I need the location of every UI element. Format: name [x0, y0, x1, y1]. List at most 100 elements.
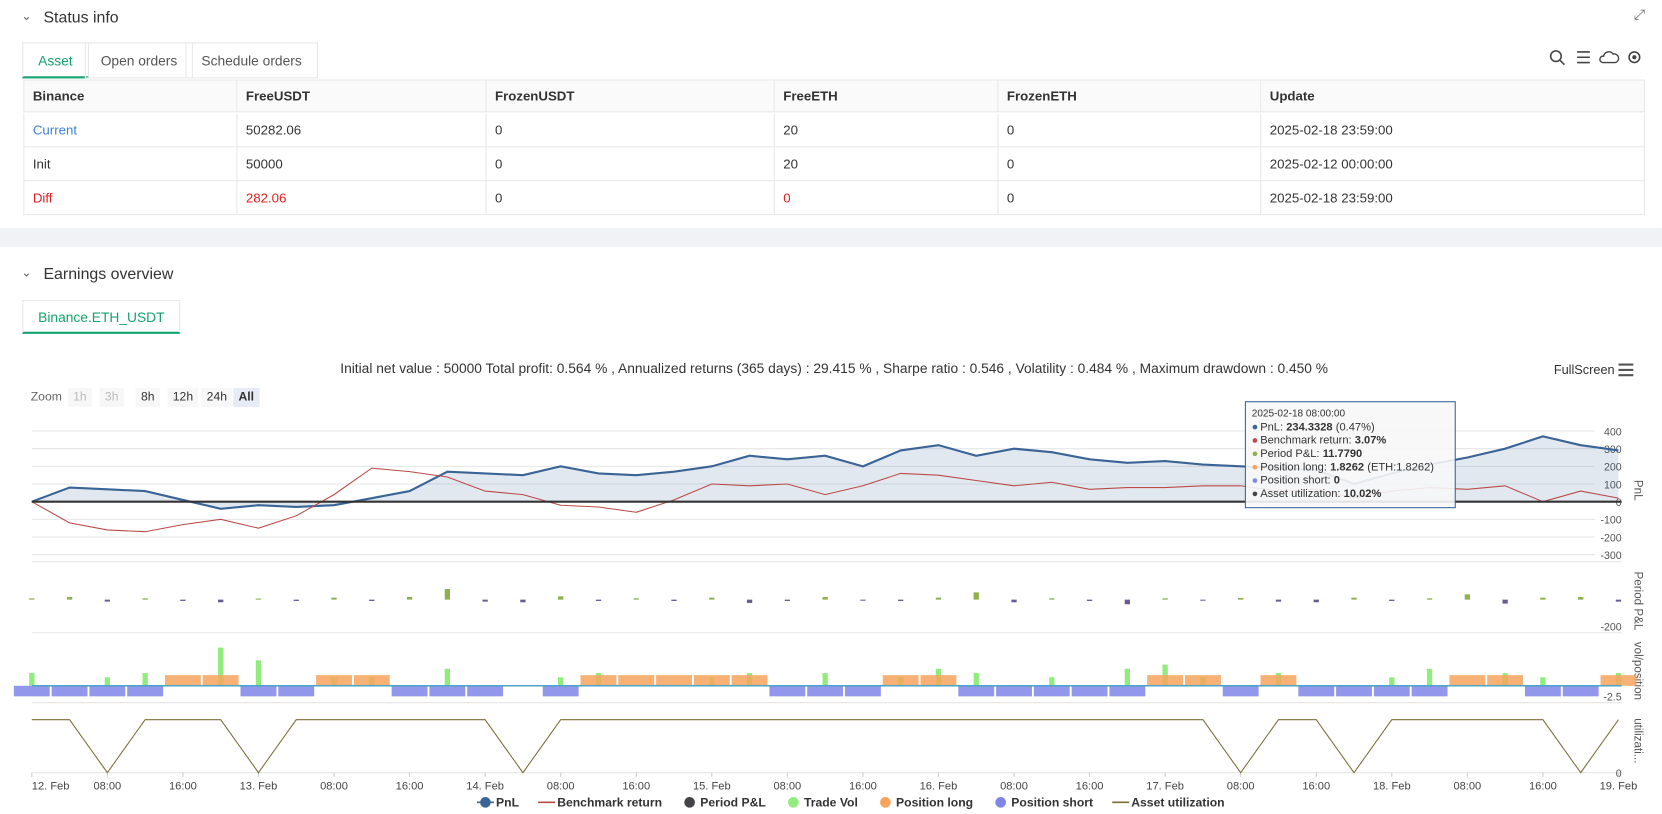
table-cell: 0 — [486, 181, 775, 216]
bar — [255, 660, 262, 686]
tooltip-dot — [1252, 464, 1258, 470]
tooltip-suffix: (ETH:1.8262) — [1367, 461, 1434, 473]
bar — [1200, 599, 1206, 601]
bar — [255, 598, 262, 600]
x-tick-label: 16:00 — [1529, 781, 1557, 793]
legend-item: Trade Vol — [788, 796, 858, 810]
bar — [240, 685, 277, 697]
tooltip-dot — [1252, 424, 1258, 430]
toolbar-icons[interactable] — [1547, 48, 1648, 69]
legend-symbol — [788, 797, 799, 808]
summary: Initial net value : 50000 Total profit: … — [340, 360, 1329, 377]
bar — [29, 598, 35, 600]
bar — [127, 685, 164, 697]
table-cell: Init — [23, 147, 238, 182]
bar — [1162, 598, 1168, 600]
table-cell[interactable]: Current — [23, 113, 238, 148]
legend-item: Position short — [995, 796, 1093, 810]
bar — [580, 675, 617, 686]
tooltip-value: 10.02% — [1344, 488, 1382, 500]
bar — [391, 685, 428, 697]
bar — [618, 675, 655, 686]
x-tick-label: 16:00 — [1076, 781, 1104, 793]
bar — [746, 599, 753, 603]
tooltip-label: Position short: — [1260, 475, 1330, 487]
bar — [51, 685, 88, 697]
menu-icon[interactable] — [1617, 362, 1634, 377]
zoom-button[interactable]: 12h — [167, 387, 199, 408]
legend-item: PnL — [476, 796, 520, 810]
legend-label: Benchmark return — [557, 796, 662, 810]
x-tick-label: 08:00 — [1000, 781, 1028, 793]
bar — [180, 599, 186, 601]
panel-title: Earnings overview — [43, 264, 174, 283]
bar — [369, 599, 375, 601]
bar — [860, 599, 866, 601]
y-tick-label: -200 — [1600, 621, 1621, 633]
y-tick-label: -2.5 — [1603, 692, 1621, 704]
bar — [1562, 685, 1599, 697]
tooltip-label: Benchmark return: — [1260, 435, 1351, 447]
x-tick-label: 15. Feb — [693, 781, 731, 793]
zoom-button[interactable]: 24h — [201, 387, 233, 408]
bar — [1502, 599, 1508, 604]
zoom-button[interactable]: 1h — [67, 387, 92, 408]
legend-label: Period P&L — [700, 796, 766, 810]
tab[interactable]: Binance.ETH_USDT — [22, 299, 181, 334]
bar — [558, 677, 564, 686]
bar — [331, 597, 337, 600]
tooltip-value: 11.7790 — [1323, 448, 1363, 460]
tab[interactable]: Schedule orders — [185, 42, 318, 79]
bar — [1049, 598, 1055, 600]
y-tick-label: 0 — [1616, 497, 1622, 509]
collapse-icon[interactable]: ⌄ — [21, 264, 32, 280]
bar — [844, 685, 881, 697]
bar — [406, 596, 413, 600]
tab[interactable]: Asset — [22, 42, 89, 79]
legend-item: Period P&L — [684, 796, 766, 810]
zoom-button[interactable]: 3h — [99, 387, 124, 408]
panel-title: Status info — [43, 8, 119, 27]
y-axis-label: vol/position — [1631, 642, 1644, 700]
bar — [1600, 675, 1637, 686]
legend-label: Asset utilization — [1131, 796, 1224, 810]
bar — [898, 599, 904, 601]
bar — [935, 597, 942, 600]
expand-icon[interactable]: ⤢ — [1633, 6, 1645, 23]
bar — [958, 685, 995, 697]
collapse-icon[interactable]: ⌄ — [21, 8, 32, 24]
legend-item: Position long — [880, 796, 973, 810]
legend-symbol — [480, 797, 491, 808]
header-cell: FreeETH — [774, 79, 999, 113]
bar — [973, 592, 979, 600]
zoom-button[interactable]: All — [233, 387, 260, 408]
bar — [142, 598, 148, 600]
bar — [1426, 668, 1433, 686]
x-tick-label: 16:00 — [849, 781, 877, 793]
bar — [709, 597, 715, 600]
bar — [1449, 675, 1486, 686]
bar — [1426, 598, 1433, 600]
table-cell: 50000 — [237, 147, 487, 182]
bar — [1184, 675, 1221, 686]
tab[interactable]: Open orders — [84, 42, 194, 79]
bar — [1411, 685, 1448, 697]
bar — [316, 675, 352, 686]
bar — [1011, 599, 1017, 603]
bar — [671, 599, 677, 601]
fullscreen-button[interactable]: FullScreen — [1553, 362, 1615, 378]
bar — [353, 675, 390, 686]
table-cell: 282.06 — [237, 181, 487, 216]
y-tick-label: 200 — [1604, 462, 1622, 474]
x-tick-label: 17. Feb — [1146, 781, 1184, 793]
bar — [104, 599, 111, 602]
bar — [218, 599, 224, 603]
bar — [13, 685, 50, 697]
bar — [1086, 599, 1093, 601]
header-cell: FrozenETH — [998, 79, 1262, 113]
bar — [731, 675, 768, 686]
zoom-button[interactable]: 8h — [135, 387, 160, 408]
bar — [202, 675, 239, 686]
